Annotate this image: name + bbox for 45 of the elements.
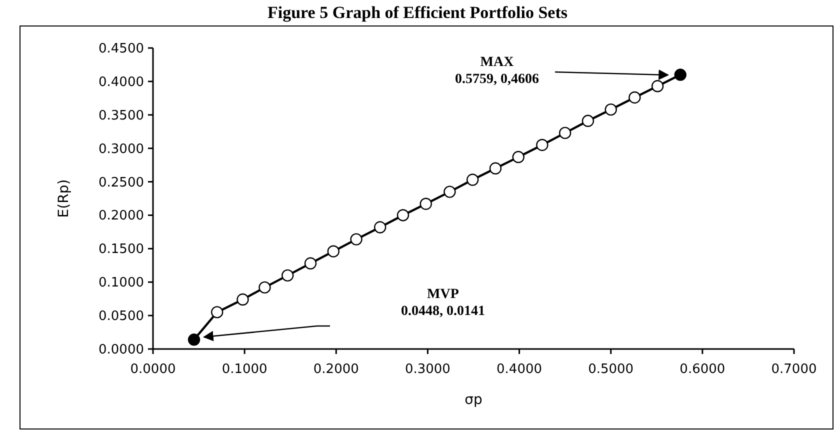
annotation: MVP 0.0448, 0.0141 (401, 287, 485, 319)
x-tick-label: 0.7000 (771, 362, 817, 377)
point (236, 293, 249, 306)
y-tick-label: 0.1500 (98, 242, 144, 258)
point (420, 198, 432, 210)
y-tick-label: 0.0500 (98, 309, 144, 324)
x-axis-title: σp (464, 392, 482, 408)
point (628, 91, 641, 104)
point (674, 68, 686, 81)
x-tick-label: 0.6000 (680, 362, 726, 377)
x-tick-label: 0.5000 (588, 362, 634, 377)
y-tick-label: 0.4500 (98, 42, 144, 56)
point (374, 221, 386, 234)
point (536, 138, 548, 152)
y-axis-title: E(Rp) (56, 179, 72, 218)
y-tick-label: 0.3500 (98, 108, 144, 124)
annotation: MAX 0.5759, 0,4606 (455, 55, 539, 87)
y-tick-label: 0.0000 (98, 342, 144, 358)
x-tick-label: 0.0000 (130, 362, 176, 377)
x-tick-label: 0.2000 (313, 362, 359, 377)
point (582, 114, 594, 128)
point (651, 80, 664, 92)
point (258, 281, 271, 294)
point (558, 126, 572, 140)
y-tick-label: 0.3000 (98, 142, 144, 157)
point (282, 269, 294, 282)
point (350, 233, 362, 246)
point (489, 162, 502, 174)
point (304, 257, 317, 270)
x-tick-label: 0.4000 (496, 362, 542, 377)
point (327, 245, 340, 258)
point (604, 103, 617, 116)
point (466, 174, 479, 186)
point (396, 209, 410, 222)
chart-title: Figure 5 Graph of Efficient Portfolio Sets (268, 3, 568, 22)
point (444, 186, 456, 198)
x-tick-label: 0.3000 (404, 362, 450, 377)
point (512, 150, 524, 164)
point (211, 306, 224, 318)
x-tick-label: 0.1000 (222, 362, 268, 377)
point (188, 334, 200, 346)
y-tick-label: 0.2500 (98, 175, 144, 190)
y-tick-label: 0.2000 (98, 208, 144, 224)
y-tick-label: 0.4000 (98, 74, 144, 90)
y-tick-label: 0.1000 (98, 276, 144, 291)
